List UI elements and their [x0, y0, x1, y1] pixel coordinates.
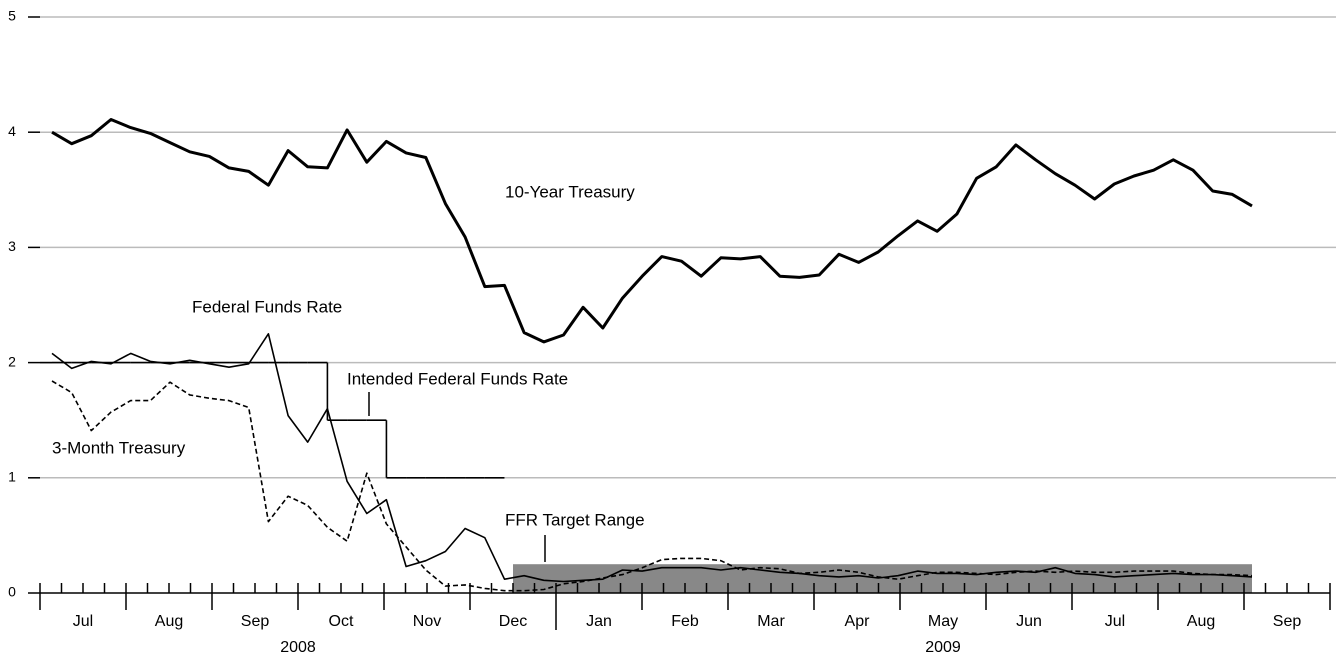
month-label: Jul [1105, 613, 1125, 630]
month-label: Jan [586, 613, 612, 630]
month-label: Sep [241, 613, 270, 630]
y-tick-label: 2 [8, 353, 16, 369]
month-label: Dec [499, 613, 527, 630]
month-label: Aug [1187, 613, 1215, 630]
y-tick-label: 1 [8, 469, 16, 485]
series-label: Federal Funds Rate [192, 297, 342, 316]
y-tick-label: 5 [8, 8, 16, 24]
series-label: 10-Year Treasury [505, 182, 635, 201]
month-label: Jun [1016, 613, 1042, 630]
month-label: Sep [1273, 613, 1302, 630]
month-label: Aug [155, 613, 183, 630]
series-line [51, 380, 1253, 592]
month-label: Apr [845, 613, 871, 630]
target-range [513, 564, 1252, 593]
month-label: Jul [73, 613, 93, 630]
y-tick-label: 4 [8, 123, 16, 139]
month-label: Feb [671, 613, 699, 630]
month-label: Mar [757, 613, 785, 630]
month-label: Nov [413, 613, 441, 630]
series-label: 3-Month Treasury [52, 438, 186, 457]
series-line [51, 118, 1253, 344]
month-label: Oct [329, 613, 354, 630]
year-label: 2008 [280, 639, 316, 656]
series-label: Intended Federal Funds Rate [347, 369, 568, 388]
band-label: FFR Target Range [505, 510, 645, 529]
year-label: 2009 [925, 639, 961, 656]
y-tick-label: 3 [8, 238, 16, 254]
series-line [51, 333, 1253, 583]
step-connector [326, 362, 388, 478]
y-tick-label: 0 [8, 584, 16, 600]
month-label: May [928, 613, 958, 630]
